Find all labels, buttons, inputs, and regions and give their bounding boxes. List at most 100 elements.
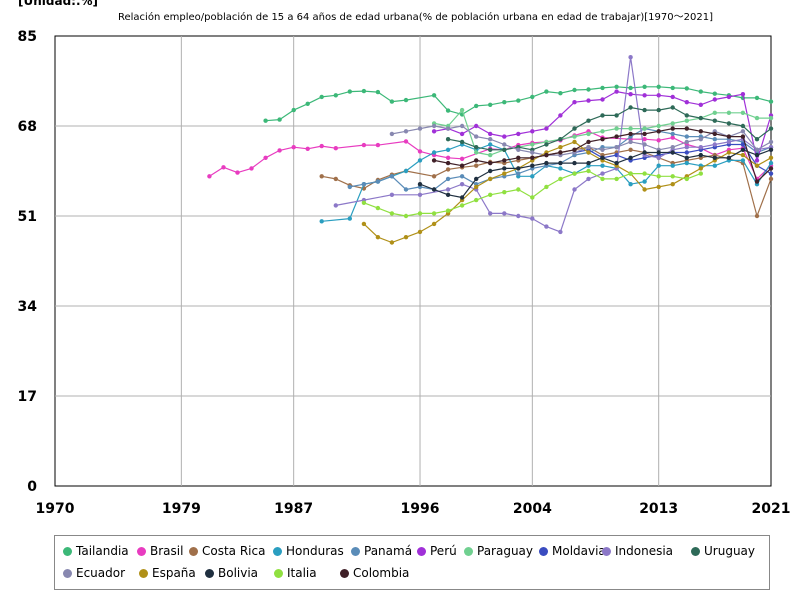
data-point — [221, 165, 226, 170]
data-point — [445, 108, 451, 113]
data-point — [544, 184, 549, 190]
data-point — [474, 184, 479, 190]
data-point — [361, 142, 367, 148]
data-point — [375, 179, 381, 184]
data-point — [403, 187, 409, 192]
data-point — [305, 146, 310, 151]
data-point — [698, 115, 703, 121]
data-point — [698, 129, 703, 134]
chart-title: Relación empleo/población de 15 a 64 año… — [118, 12, 713, 23]
data-point — [459, 131, 465, 137]
data-point — [319, 94, 324, 100]
data-point — [488, 152, 493, 158]
data-point — [586, 160, 591, 166]
data-point — [754, 163, 760, 168]
data-point — [544, 160, 549, 166]
legend-label: Brasil — [150, 544, 184, 558]
data-point — [403, 213, 409, 219]
data-point — [768, 99, 774, 104]
legend-item: Ecuador — [63, 566, 125, 580]
data-point — [474, 176, 479, 182]
data-point — [502, 147, 507, 152]
data-point — [656, 150, 661, 155]
data-point — [600, 97, 605, 102]
data-point — [712, 110, 717, 116]
data-point — [614, 113, 619, 118]
data-point — [572, 100, 577, 105]
data-point — [670, 94, 675, 100]
data-point — [642, 131, 647, 137]
data-point — [572, 160, 577, 166]
data-point — [726, 155, 732, 160]
data-point — [600, 171, 605, 176]
data-point — [600, 155, 605, 160]
legend-item: Moldavia — [539, 544, 606, 558]
legend-label: Costa Rica — [202, 544, 266, 558]
data-point — [502, 134, 507, 139]
data-point — [530, 163, 535, 168]
data-point — [558, 91, 563, 96]
data-point — [712, 137, 717, 142]
legend-label: Perú — [430, 544, 457, 558]
data-point — [572, 187, 577, 192]
data-point — [445, 147, 451, 152]
data-point — [614, 134, 619, 139]
data-point — [431, 150, 437, 155]
data-point — [544, 89, 549, 94]
data-point — [544, 152, 549, 158]
data-point — [642, 126, 647, 131]
data-point — [544, 224, 549, 229]
legend-swatch — [274, 568, 283, 578]
data-point — [754, 152, 760, 158]
data-point — [459, 182, 465, 187]
data-point — [488, 137, 493, 142]
data-point — [361, 221, 367, 227]
data-point — [642, 179, 647, 184]
data-point — [459, 123, 465, 129]
data-point — [417, 211, 423, 216]
data-point — [375, 235, 381, 240]
data-point — [768, 176, 774, 182]
data-point — [347, 184, 352, 190]
data-point — [656, 84, 661, 90]
data-point — [347, 89, 352, 94]
data-point — [445, 126, 451, 131]
data-point — [459, 156, 465, 161]
data-point — [670, 182, 675, 187]
data-point — [431, 123, 437, 129]
data-point — [754, 95, 760, 101]
series-layer — [207, 55, 774, 245]
data-point — [712, 163, 717, 168]
data-point — [614, 160, 619, 166]
data-point — [754, 213, 760, 219]
data-point — [768, 171, 774, 176]
data-point — [431, 158, 437, 163]
data-point — [361, 200, 367, 205]
data-point — [628, 155, 633, 160]
data-point — [417, 182, 423, 187]
data-point — [754, 115, 760, 121]
data-point — [389, 192, 395, 197]
data-point — [754, 158, 760, 163]
data-point — [375, 142, 381, 148]
data-point — [431, 93, 437, 98]
series-line — [335, 56, 772, 233]
legend-swatch — [137, 546, 146, 556]
unit-label: [Unidad:.%] — [18, 0, 99, 8]
legend-swatch — [63, 568, 72, 578]
data-point — [516, 187, 521, 192]
data-point — [558, 160, 563, 166]
data-point — [656, 129, 661, 134]
data-point — [516, 171, 521, 176]
data-point — [459, 203, 465, 208]
data-point — [488, 168, 493, 174]
data-point — [628, 55, 633, 60]
data-point — [698, 102, 703, 108]
data-point — [488, 131, 493, 137]
data-point — [572, 87, 577, 93]
data-point — [319, 174, 324, 179]
legend-label: España — [152, 566, 196, 580]
data-point — [417, 149, 423, 154]
data-point — [684, 118, 689, 123]
data-point — [754, 179, 760, 184]
